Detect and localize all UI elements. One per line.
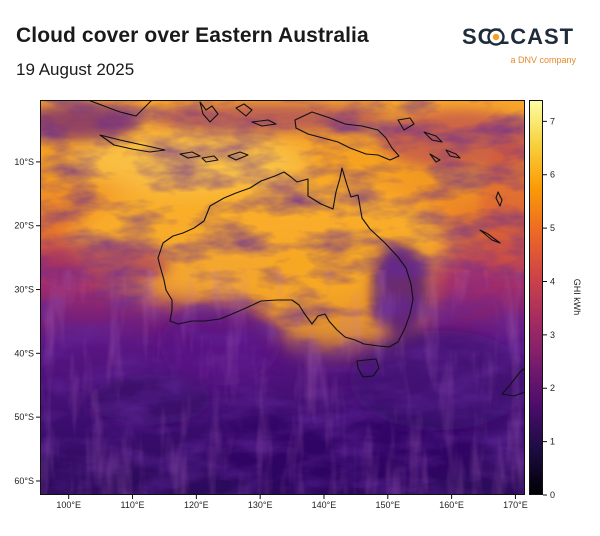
sunda-islands-coastline (99, 134, 166, 153)
new-caledonia-coastline (479, 229, 501, 244)
solcast-logo: SOLCAST a DNV company (462, 24, 580, 68)
y-tick-label: 20°S (14, 221, 34, 231)
sulawesi-coastline (199, 101, 219, 123)
x-tick-label: 100°E (56, 500, 81, 510)
x-tick-label: 140°E (312, 500, 337, 510)
y-tick-label: 40°S (14, 348, 34, 358)
colorbar-tick-label: 6 (550, 170, 555, 180)
new-zealand-coastline (501, 367, 525, 397)
solomon-islands-coastline (423, 131, 461, 163)
x-tick-label: 120°E (184, 500, 209, 510)
colorbar-tick-label: 5 (550, 223, 555, 233)
sun-ring-icon (487, 28, 505, 46)
timor-coastline (227, 151, 249, 161)
colorbar-tick-label: 3 (550, 330, 555, 340)
colorbar-tick-label: 4 (550, 276, 555, 286)
new-britain-coastline (397, 117, 415, 131)
map-panel (40, 100, 525, 495)
map-frame (40, 100, 525, 495)
borneo-coastline (87, 100, 153, 117)
colorbar-tick-label: 7 (550, 116, 555, 126)
new-guinea-coastline (294, 111, 400, 161)
chart-title: Cloud cover over Eastern Australia (16, 24, 369, 47)
logo-tagline: a DNV company (510, 55, 576, 65)
australia-coastline (157, 167, 414, 348)
moluccas-coastline (235, 103, 253, 117)
flores-coastline (179, 151, 201, 159)
colorbar (529, 100, 543, 495)
x-tick-label: 130°E (248, 500, 273, 510)
chart-date: 19 August 2025 (16, 60, 135, 79)
y-tick-label: 30°S (14, 285, 34, 295)
cloud-streaks (40, 270, 525, 495)
x-tick-label: 160°E (439, 500, 464, 510)
y-tick-label: 10°S (14, 157, 34, 167)
x-tick-label: 170°E (503, 500, 528, 510)
vanuatu-coastline (495, 191, 503, 207)
x-tick-label: 150°E (375, 500, 400, 510)
colorbar-label: GHI kWh (572, 279, 582, 316)
colorbar-tick-label: 2 (550, 383, 555, 393)
y-tick-label: 50°S (14, 412, 34, 422)
coastlines (87, 100, 525, 397)
x-tick-label: 110°E (121, 500, 145, 510)
tasmania-coastline (356, 358, 380, 378)
y-tick-label: 60°S (14, 476, 34, 486)
colorbar-tick-label: 1 (550, 437, 555, 447)
sumba-coastline (201, 155, 219, 163)
seram-coastline (251, 119, 277, 127)
colorbar-tick-label: 0 (550, 490, 555, 500)
logo-wordmark: SOLCAST (462, 24, 575, 49)
